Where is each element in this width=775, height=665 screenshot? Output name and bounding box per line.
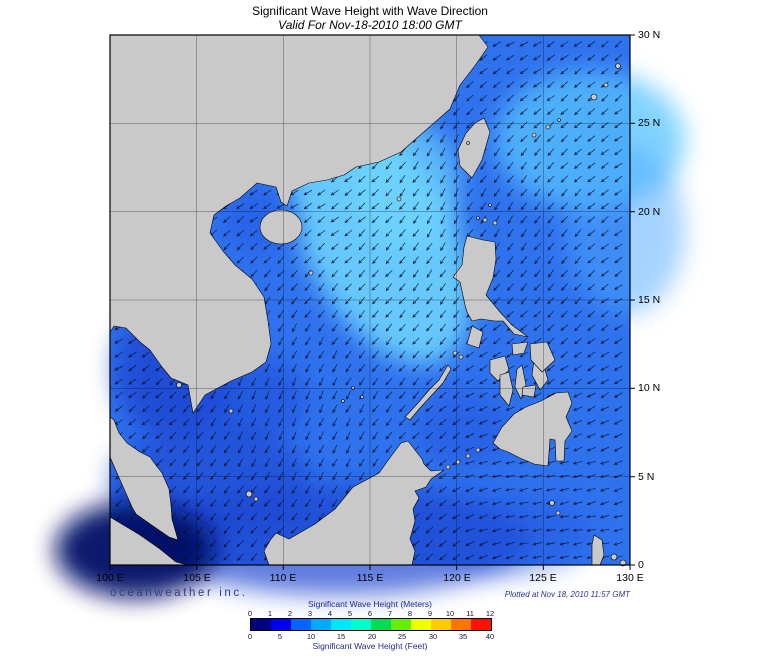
grid-lines [110,35,630,565]
legend-tick: 5 [277,632,283,641]
legend-tick: 2 [287,609,293,618]
legend-tick: 0 [247,632,253,641]
plot-title: Significant Wave Height with Wave Direct… [252,4,488,18]
legend-tick: 10 [306,632,316,641]
legend-tick: 1 [267,609,273,618]
legend-tick: 0 [247,609,253,618]
legend-feet-label: Significant Wave Height (Feet) [312,641,428,651]
oceanweather-branding: oceanweather inc. [110,587,248,599]
legend-tick: 6 [367,609,373,618]
wave-height-map [55,34,685,598]
land-mindanao [492,391,573,467]
legend-tick: 3 [307,609,313,618]
land-luzon [452,235,529,338]
land-borneo [263,440,445,566]
legend-tick: 9 [427,609,433,618]
legend-tick: 12 [485,609,495,618]
legend-tick: 20 [367,632,377,641]
wave-height-colorbar [250,618,492,631]
map-border [109,34,631,566]
land-bohol [521,384,537,398]
legend-feet-ticks: 0 5 10 15 20 25 30 35 40 [247,632,494,641]
land-mindoro [466,325,484,349]
small-islands [176,63,627,567]
legend-meters-ticks: 0 1 2 3 4 5 6 7 8 9 10 11 12 [247,609,494,618]
x-tick-label: 130 E [616,572,644,584]
y-tick-label: 5 N [638,471,655,483]
legend-tick: 25 [397,632,407,641]
legend-tick: 15 [336,632,346,641]
y-tick-label: 0 [638,559,644,571]
land-samar [529,341,556,373]
x-tick-label: 120 E [443,572,471,584]
y-tick-label: 30 N [638,29,661,41]
land-palawan [404,364,452,421]
legend-tick: 5 [347,609,353,618]
y-tick-label: 25 N [638,117,661,129]
y-tick-label: 20 N [638,206,661,218]
y-tick-label: 15 N [638,294,661,306]
x-tick-label: 115 E [356,572,384,584]
land-masbate [511,341,529,356]
legend-tick: 8 [407,609,413,618]
land-malay-peninsula [109,416,179,541]
land-taiwan [457,117,491,179]
landmasses [109,34,627,567]
x-tick-label: 110 E [269,572,297,584]
legend-tick: 40 [485,632,495,641]
legend-tick: 35 [458,632,468,641]
legend-tick: 7 [387,609,393,618]
y-tick-label: 10 N [638,382,661,394]
legend-tick: 4 [327,609,333,618]
axis-ticks [109,34,635,570]
land-negros [499,371,514,407]
legend-tick: 11 [466,609,474,618]
legend-tick: 30 [428,632,438,641]
plot-subtitle: Valid For Nov-18-2010 18:00 GMT [278,18,462,32]
x-tick-label: 100 E [96,572,124,584]
legend-tick: 10 [445,609,455,618]
land-hainan [259,209,303,245]
x-tick-label: 125 E [529,572,557,584]
land-china-indochina [109,34,489,414]
x-tick-label: 105 E [183,572,211,584]
legend-meters-label: Significant Wave Height (Meters) [308,599,432,609]
plotted-timestamp: Plotted at Nov 18, 2010 11:57 GMT [504,590,630,599]
